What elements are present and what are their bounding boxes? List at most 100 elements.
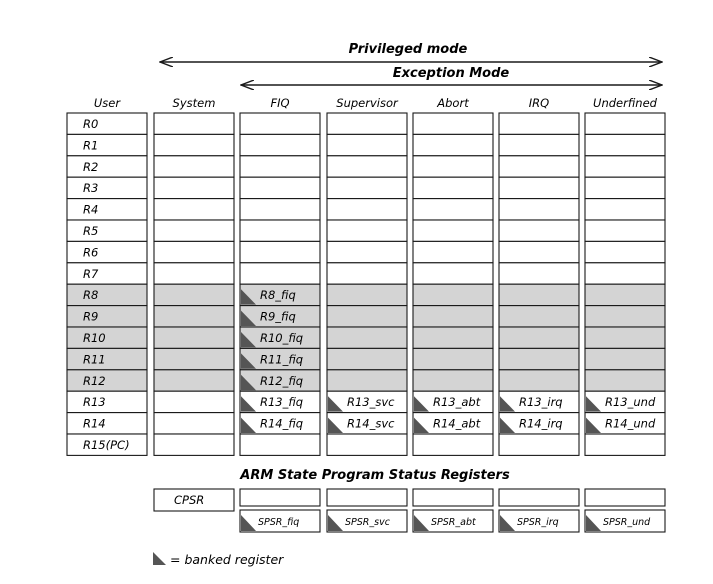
- register-label: R9: [83, 310, 98, 324]
- register-cell-und-r10: [584, 326, 666, 349]
- register-cell-svc-r15pc: [326, 433, 408, 456]
- register-cell-user-r3: R3: [66, 176, 148, 200]
- register-label: R13_irq: [519, 395, 563, 409]
- register-cell-abt-r6: [412, 240, 494, 264]
- register-cell-svc-r9: [326, 305, 408, 328]
- register-label: R12_fiq: [260, 374, 303, 388]
- spsr-label: SPSR_abt: [431, 517, 477, 528]
- column-header-fiq: FIQ: [270, 96, 289, 110]
- register-cell-fiq-r14: R14_fiq: [239, 412, 321, 435]
- register-cell-fiq-r13: R13_fiq: [239, 390, 321, 414]
- register-cell-fiq-r10: R10_fiq: [239, 326, 321, 349]
- banked-marker-icon: [414, 396, 429, 412]
- register-cell-irq-r11: [498, 347, 580, 371]
- register-cell-system-r6: [153, 240, 235, 264]
- register-cell-irq-r14: R14_irq: [498, 412, 580, 435]
- register-cell-system-r5: [153, 219, 235, 242]
- register-cell-abt-r5: [412, 219, 494, 242]
- register-cell-svc-r12: [326, 369, 408, 392]
- spsr-label: SPSR_und: [603, 517, 651, 528]
- register-cell-fiq-r1: [239, 133, 321, 157]
- register-cell-system-r15pc: [153, 433, 235, 456]
- spsr-register-irq: SPSR_irq: [498, 488, 580, 533]
- register-cell-und-r9: [584, 305, 666, 328]
- register-label: R13: [83, 395, 106, 409]
- register-cell-user-r11: R11: [66, 347, 148, 371]
- spsr-register-svc: SPSR_svc: [326, 488, 408, 533]
- register-cell-fiq-r5: [239, 219, 321, 242]
- column-header-svc: Supervisor: [336, 96, 399, 110]
- banked-marker-icon: [586, 396, 601, 412]
- register-label: R15(PC): [83, 438, 130, 452]
- register-cell-und-r3: [584, 176, 666, 200]
- register-cell-user-r9: R9: [66, 305, 148, 328]
- register-label: R14_und: [605, 417, 656, 431]
- cpsr-label: CPSR: [174, 493, 204, 507]
- banked-marker-icon: [500, 417, 515, 433]
- spsr-label: SPSR_svc: [345, 517, 391, 528]
- register-cell-svc-r11: [326, 347, 408, 371]
- register-cell-system-r8: [153, 283, 235, 307]
- register-cell-abt-r0: [412, 112, 494, 135]
- column-header-und: Underfined: [593, 96, 658, 110]
- register-cell-irq-r2: [498, 155, 580, 178]
- register-cell-und-r11: [584, 347, 666, 371]
- register-label: R11_fiq: [260, 352, 303, 366]
- banked-marker-icon: [586, 515, 601, 531]
- register-label: R3: [83, 181, 98, 195]
- column-header-abt: Abort: [436, 96, 469, 110]
- banked-marker-icon: [241, 396, 256, 412]
- register-cell-svc-r8: [326, 283, 408, 307]
- register-label: R0: [83, 117, 98, 131]
- column-header-system: System: [173, 96, 216, 110]
- banked-marker-icon: [241, 515, 256, 531]
- register-cell-user-r12: R12: [66, 369, 148, 392]
- cpsr-register: CPSR: [153, 488, 235, 512]
- register-label: R13_svc: [347, 395, 395, 409]
- register-cell-fiq-r0: [239, 112, 321, 135]
- register-cell-abt-r8: [412, 283, 494, 307]
- register-label: R1: [83, 138, 98, 152]
- register-cell-irq-r10: [498, 326, 580, 349]
- register-cell-und-r13: R13_und: [584, 390, 666, 414]
- banked-marker-icon: [328, 515, 343, 531]
- register-cell-irq-r5: [498, 219, 580, 242]
- register-cell-und-r14: R14_und: [584, 412, 666, 435]
- register-cell-svc-r2: [326, 155, 408, 178]
- register-cell-user-r5: R5: [66, 219, 148, 242]
- register-cell-user-r0: R0: [66, 112, 148, 135]
- privileged-mode-label: Privileged mode: [349, 42, 468, 57]
- banked-register-marker-icon: [153, 552, 166, 565]
- legend-text: = banked register: [170, 552, 284, 567]
- register-label: R13_fiq: [260, 395, 303, 409]
- register-label: R14_fiq: [260, 417, 303, 431]
- banked-marker-icon: [500, 515, 515, 531]
- register-cell-user-r4: R4: [66, 198, 148, 221]
- register-cell-system-r9: [153, 305, 235, 328]
- register-cell-irq-r9: [498, 305, 580, 328]
- register-cell-fiq-r15pc: [239, 433, 321, 456]
- register-cell-svc-r1: [326, 133, 408, 157]
- banked-marker-icon: [328, 396, 343, 412]
- register-label: R5: [83, 224, 98, 238]
- register-cell-user-r8: R8: [66, 283, 148, 307]
- register-label: R2: [83, 160, 98, 174]
- register-cell-system-r2: [153, 155, 235, 178]
- register-cell-irq-r1: [498, 133, 580, 157]
- register-cell-user-r14: R14: [66, 412, 148, 435]
- register-label: R13_abt: [433, 395, 481, 409]
- register-label: R7: [83, 267, 99, 281]
- register-cell-svc-r10: [326, 326, 408, 349]
- register-cell-und-r4: [584, 198, 666, 221]
- register-cell-und-r15pc: [584, 433, 666, 456]
- register-cell-fiq-r2: [239, 155, 321, 178]
- register-cell-und-r1: [584, 133, 666, 157]
- register-cell-system-r7: [153, 262, 235, 285]
- register-cell-fiq-r11: R11_fiq: [239, 347, 321, 371]
- banked-marker-icon: [241, 417, 256, 433]
- register-cell-svc-r4: [326, 198, 408, 221]
- register-cell-fiq-r7: [239, 262, 321, 285]
- register-cell-irq-r0: [498, 112, 580, 135]
- register-cell-svc-r3: [326, 176, 408, 200]
